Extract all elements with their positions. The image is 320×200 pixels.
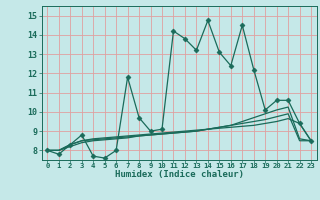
X-axis label: Humidex (Indice chaleur): Humidex (Indice chaleur) [115,170,244,179]
